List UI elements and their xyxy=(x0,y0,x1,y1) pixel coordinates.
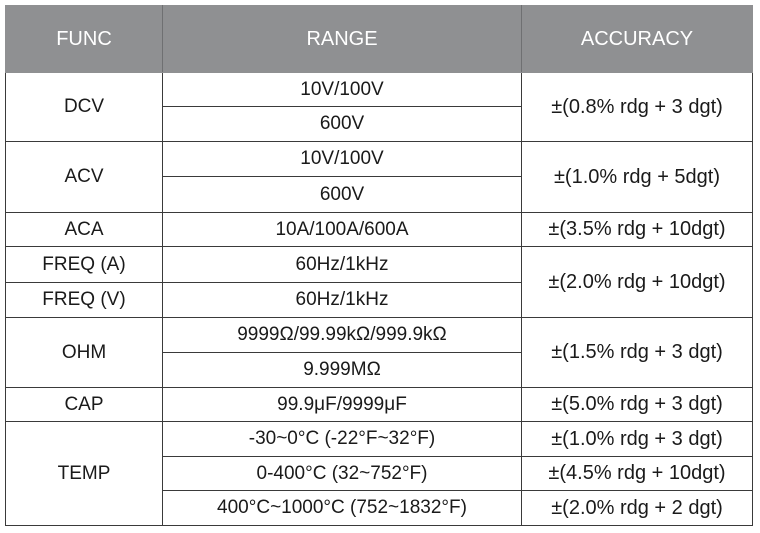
accuracy-cell: ±(1.0% rdg + 3 dgt) xyxy=(521,421,753,457)
header-row: FUNC RANGE ACCURACY xyxy=(5,5,753,73)
range-cell: 10V/100V xyxy=(162,141,522,177)
header-func: FUNC xyxy=(5,5,163,73)
range-cell: 600V xyxy=(162,106,522,142)
func-cell: ACV xyxy=(5,141,163,213)
range-cell: 9.999MΩ xyxy=(162,352,522,388)
range-cell: 400°C~1000°C (752~1832°F) xyxy=(162,490,522,526)
table-row: 600V xyxy=(6,176,753,213)
range-cell: -30~0°C (-22°F~32°F) xyxy=(162,421,522,457)
func-cell: TEMP xyxy=(5,421,163,526)
accuracy-cell: ±(4.5% rdg + 10dgt) xyxy=(521,456,753,491)
accuracy-cell: ±(0.8% rdg + 3 dgt) xyxy=(521,72,753,142)
table-row: FREQ (V) 60Hz/1kHz xyxy=(5,282,753,318)
func-cell: OHM xyxy=(5,317,163,388)
table-row: 600V xyxy=(6,106,753,142)
table-row: ACV 10V/100V ±(1.0% rdg + 5dgt) xyxy=(5,141,753,213)
accuracy-cell: ±(3.5% rdg + 10dgt) xyxy=(521,212,753,247)
table-row: FREQ (A) 60Hz/1kHz ±(2.0% rdg + 10dgt) xyxy=(5,246,753,318)
table-row: OHM 9999Ω/99.99kΩ/999.9kΩ ±(1.5% rdg + 3 d… xyxy=(5,317,753,388)
accuracy-cell: ±(1.5% rdg + 3 dgt) xyxy=(521,317,753,388)
func-cell: DCV xyxy=(5,72,163,142)
table-row: DCV 10V/100V ±(0.8% rdg + 3 dgt) xyxy=(5,72,753,142)
range-cell: 60Hz/1kHz xyxy=(162,282,522,318)
table-row: 400°C~1000°C (752~1832°F) ±(2.0% rdg + 2 … xyxy=(6,490,753,526)
table-row: 0-400°C (32~752°F) ±(4.5% rdg + 10dgt) xyxy=(6,456,753,491)
range-cell: 600V xyxy=(162,176,522,213)
accuracy-cell: ±(1.0% rdg + 5dgt) xyxy=(521,141,753,213)
range-cell: 10V/100V xyxy=(162,72,522,107)
header-accuracy: ACCURACY xyxy=(521,5,753,73)
range-cell: 9999Ω/99.99kΩ/999.9kΩ xyxy=(162,317,522,353)
table-row: CAP 99.9μF/9999μF ±(5.0% rdg + 3 dgt) xyxy=(5,387,753,422)
table-row: ACA 10A/100A/600A ±(3.5% rdg + 10dgt) xyxy=(5,212,753,247)
header-range: RANGE xyxy=(162,5,522,73)
range-cell: 0-400°C (32~752°F) xyxy=(162,456,522,491)
spec-table: FUNC RANGE ACCURACY DCV 10V/100V ±(0.8% rd… xyxy=(5,5,753,526)
accuracy-cell: ±(5.0% rdg + 3 dgt) xyxy=(521,387,753,422)
accuracy-cell: ±(2.0% rdg + 10dgt) xyxy=(521,246,753,318)
func-cell: CAP xyxy=(5,387,163,422)
range-cell: 99.9μF/9999μF xyxy=(162,387,522,422)
accuracy-cell: ±(2.0% rdg + 2 dgt) xyxy=(521,490,753,526)
table-row: 9.999MΩ xyxy=(6,352,753,388)
func-cell: ACA xyxy=(5,212,163,247)
table-row: TEMP -30~0°C (-22°F~32°F) ±(1.0% rdg + 3 d… xyxy=(5,421,753,526)
func-cell: FREQ (A) xyxy=(5,246,163,283)
func-cell: FREQ (V) xyxy=(5,282,163,318)
range-cell: 10A/100A/600A xyxy=(162,212,522,247)
range-cell: 60Hz/1kHz xyxy=(162,246,522,283)
